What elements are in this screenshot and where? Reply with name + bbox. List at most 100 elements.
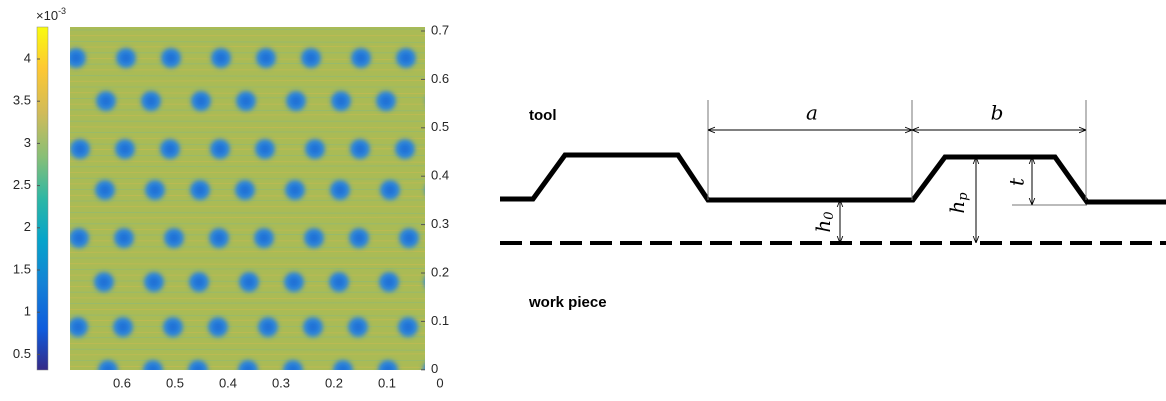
workpiece-label: work piece [528, 294, 607, 311]
y-tick-label: 0.4 [431, 168, 449, 183]
heatmap-spot [426, 91, 446, 111]
heatmap-spot-core [120, 144, 130, 154]
heatmap-spot-core [400, 144, 410, 154]
x-tick-label: 0 [436, 375, 443, 390]
dimension-arrows [708, 130, 1086, 243]
heatmap-spot-core [403, 322, 413, 332]
dim-t: t [1005, 177, 1029, 186]
heatmap-spot-core [263, 322, 273, 332]
heatmap-spot-core [355, 144, 365, 154]
heatmap-spot-core [165, 144, 175, 154]
heatmap-spot-core [150, 185, 160, 195]
heatmap-spot-core [385, 185, 395, 195]
colorbar-tick-label: 3.5 [13, 93, 31, 108]
heatmap-spot-core [166, 53, 176, 63]
x-tick-label: 0.5 [166, 375, 184, 390]
dim-b: b [991, 101, 1004, 125]
heatmap-spot-core [336, 96, 346, 106]
heatmap-spot-core [356, 53, 366, 63]
heatmap-spot-core [291, 96, 301, 106]
heatmap-spot-core [100, 185, 110, 195]
y-tick-label: 0.6 [431, 71, 449, 86]
heatmap-spot-core [260, 144, 270, 154]
heatmap-spot-core [103, 365, 113, 375]
heatmap-spot-core [216, 53, 226, 63]
heatmap-spot-core [214, 233, 224, 243]
heatmap-spot-core [73, 322, 83, 332]
heatmap-spot-core [335, 185, 345, 195]
colorbar-tick-label: 2.5 [13, 177, 31, 192]
y-tick-label: 0.3 [431, 216, 449, 231]
x-tick-label: 0.1 [378, 375, 396, 390]
x-tick-label: 0.2 [325, 375, 343, 390]
heatmap-spot-core [401, 53, 411, 63]
heatmap-spot-core [384, 277, 394, 287]
heatmap-spot-core [431, 96, 441, 106]
colorbar-tick-label: 0.5 [13, 346, 31, 361]
heatmap-spot-core [310, 144, 320, 154]
heatmap-spot-core [74, 233, 84, 243]
heatmap-spot-core [99, 277, 109, 287]
dim-h0: h0 [811, 211, 837, 232]
heatmap-spot-core [169, 233, 179, 243]
heatmap-spot-core [241, 96, 251, 106]
heatmap-spot-core [309, 233, 319, 243]
heatmap-spot-core [213, 322, 223, 332]
heatmap-spot-core [121, 53, 131, 63]
heatmap-spot-core [196, 96, 206, 106]
heatmap-spot-core [215, 144, 225, 154]
tool-profile [500, 155, 1166, 202]
heatmap-spot-core [354, 233, 364, 243]
heatmap-spot-core [75, 144, 85, 154]
heatmap-spot-core [259, 233, 269, 243]
dim-a: a [806, 101, 818, 125]
heatmap-spot-core [148, 365, 158, 375]
heatmap-spot [425, 180, 445, 200]
dim-hp: hp [945, 192, 971, 214]
heatmap-spot-core [194, 277, 204, 287]
heatmap-spot-core [381, 96, 391, 106]
heatmap-spot-core [288, 365, 298, 375]
heatmap-spot-core [338, 365, 348, 375]
heatmap-spot-core [334, 277, 344, 287]
diagram: tool work piece a b t hp h0 [500, 100, 1166, 311]
y-tick-label: 0.2 [431, 264, 449, 279]
heatmap-spot-core [195, 185, 205, 195]
heatmap-spot-core [146, 96, 156, 106]
figure: ×10-3 43.532.521.510.5 0.70.60.50.40.30.… [0, 0, 1166, 396]
y-tick-label: 0.1 [431, 313, 449, 328]
heatmap-spot-core [244, 277, 254, 287]
heatmap-spot-core [149, 277, 159, 287]
x-tick-label: 0.3 [272, 375, 290, 390]
colorbar-tick-label: 2 [24, 219, 31, 234]
heatmap-spot-core [353, 322, 363, 332]
heatmap-spot-core [71, 53, 81, 63]
heatmap-spot-core [168, 322, 178, 332]
y-tick-label: 0 [431, 361, 438, 376]
heatmap-spot-core [308, 322, 318, 332]
heatmap-spot-core [240, 185, 250, 195]
heatmap-spot-core [289, 277, 299, 287]
heatmap-spot-core [193, 365, 203, 375]
heatmap-spot-core [430, 185, 440, 195]
tool-label: tool [529, 107, 557, 124]
heatmap-spot-core [261, 53, 271, 63]
page: ×10-3 43.532.521.510.5 0.70.60.50.40.30.… [0, 0, 1166, 401]
y-tick-label: 0.7 [431, 22, 449, 37]
colorbar-tick-label: 1 [24, 304, 31, 319]
heatmap-spot-core [118, 322, 128, 332]
y-tick-label: 0.5 [431, 119, 449, 134]
heatmap-spot-core [101, 96, 111, 106]
x-tick-label: 0.4 [219, 375, 237, 390]
heatmap-spot-core [383, 365, 393, 375]
heatmap-spot-core [306, 53, 316, 63]
colorbar-tick-label: 1.5 [13, 261, 31, 276]
heatmap-spot-core [119, 233, 129, 243]
extension-lines [708, 100, 1087, 205]
colorbar-tick-label: 4 [24, 50, 31, 65]
colorbar-exponent: ×10-3 [36, 6, 66, 23]
heatmap-spot-core [290, 185, 300, 195]
heatmap-spot-core [404, 233, 414, 243]
colorbar [37, 27, 48, 370]
x-tick-label: 0.6 [113, 375, 131, 390]
